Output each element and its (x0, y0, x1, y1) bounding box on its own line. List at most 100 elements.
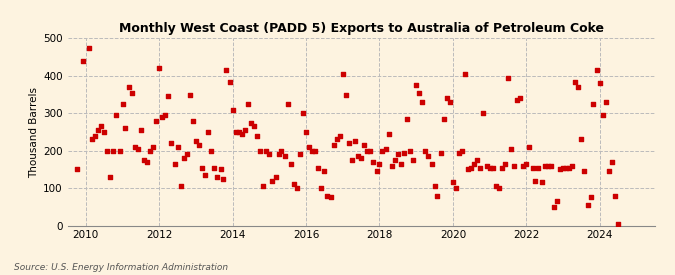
Point (371, 169, 382, 174)
Point (288, 182, 299, 186)
Title: Monthly West Coast (PADD 5) Exports to Australia of Petroleum Coke: Monthly West Coast (PADD 5) Exports to A… (119, 21, 603, 35)
Point (514, 96, 525, 101)
Point (445, 100, 456, 104)
Point (325, 195, 336, 200)
Point (560, 165, 571, 170)
Point (218, 177, 229, 181)
Point (478, 111, 489, 116)
Point (466, 165, 477, 170)
Point (350, 139, 360, 144)
Point (148, 145, 159, 149)
Point (99, 130, 109, 134)
Point (533, 165, 544, 170)
Point (570, 79, 580, 84)
Point (576, 137, 587, 142)
Point (353, 154, 364, 158)
Point (545, 163, 556, 168)
Text: Source: U.S. Energy Information Administration: Source: U.S. Energy Information Administ… (14, 263, 227, 272)
Point (294, 152, 305, 157)
Point (426, 162, 437, 166)
Point (84, 46, 95, 50)
Point (206, 148, 217, 153)
Point (120, 126, 131, 130)
Point (108, 148, 119, 153)
Point (344, 141, 354, 145)
Point (399, 150, 410, 155)
Point (126, 90, 137, 95)
Point (144, 148, 155, 153)
Point (579, 169, 590, 174)
Point (365, 148, 376, 153)
Point (448, 180, 458, 185)
Point (383, 132, 394, 136)
Point (292, 186, 302, 190)
Point (429, 184, 440, 188)
Point (573, 85, 584, 89)
Point (197, 165, 208, 170)
Point (102, 148, 113, 153)
Point (117, 102, 128, 106)
Point (236, 132, 247, 136)
Point (435, 150, 446, 155)
Point (138, 158, 149, 162)
Point (124, 85, 134, 89)
Point (438, 117, 449, 121)
Point (209, 165, 220, 170)
Point (417, 100, 428, 104)
Point (270, 175, 281, 179)
Point (316, 186, 327, 190)
Point (537, 180, 547, 185)
Point (169, 162, 180, 166)
Point (594, 81, 605, 86)
Point (518, 163, 529, 168)
Point (212, 175, 223, 179)
Point (356, 156, 367, 160)
Point (460, 72, 470, 76)
Point (597, 113, 608, 117)
Point (78, 59, 88, 63)
Point (328, 143, 339, 147)
Point (157, 115, 167, 119)
Point (389, 158, 400, 162)
Point (298, 111, 308, 116)
Point (450, 186, 461, 190)
Point (377, 148, 388, 153)
Point (184, 92, 195, 97)
Point (441, 96, 452, 101)
Point (591, 68, 602, 73)
Point (487, 165, 498, 170)
Point (404, 148, 415, 153)
Point (414, 90, 425, 95)
Point (496, 165, 507, 170)
Point (472, 158, 483, 162)
Point (254, 148, 265, 153)
Point (582, 203, 593, 207)
Point (276, 148, 287, 153)
Point (493, 186, 504, 190)
Point (267, 178, 277, 183)
Point (190, 139, 201, 144)
Point (286, 162, 296, 166)
Point (300, 130, 311, 134)
Point (166, 141, 177, 145)
Point (432, 193, 443, 198)
Point (585, 195, 596, 200)
Point (368, 160, 379, 164)
Point (475, 165, 486, 170)
Point (92, 128, 103, 132)
Point (230, 130, 241, 134)
Y-axis label: Thousand Barrels: Thousand Barrels (29, 87, 39, 177)
Point (200, 173, 211, 177)
Point (252, 134, 263, 138)
Point (521, 162, 532, 166)
Point (178, 156, 189, 160)
Point (136, 128, 146, 132)
Point (194, 143, 205, 147)
Point (386, 163, 397, 168)
Point (392, 152, 403, 157)
Point (307, 148, 318, 153)
Point (555, 167, 566, 172)
Point (282, 102, 293, 106)
Point (142, 160, 153, 164)
Point (502, 76, 513, 80)
